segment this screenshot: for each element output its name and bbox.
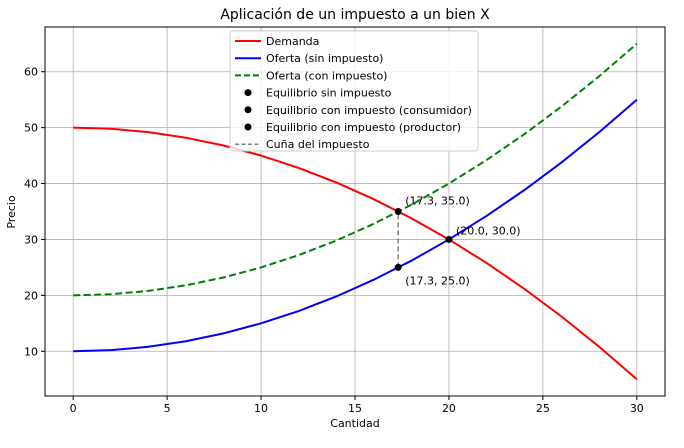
point-marker-1 (445, 235, 453, 243)
y-tick-label: 30 (24, 233, 38, 246)
x-tick-label: 20 (442, 402, 456, 415)
y-tick-label: 10 (24, 345, 38, 358)
legend-label-3: Oferta (con impuesto) (266, 69, 387, 82)
y-axis-label: Precio (5, 195, 18, 229)
legend: Demanda Oferta (sin impuesto) Oferta (con … (229, 30, 479, 152)
legend-swatch-4 (244, 89, 252, 97)
x-tick-label: 10 (254, 402, 268, 415)
x-tick-label: 15 (348, 402, 362, 415)
point-marker-2 (394, 208, 402, 215)
series-line-1 (73, 126, 638, 380)
points-layer: (20.0, 30.0) (17.3, 35.0) (17.3, 25.0) (394, 195, 521, 287)
x-tick-label: 5 (164, 402, 171, 415)
x-tick-label: 25 (536, 402, 550, 415)
legend-label-1: Demanda (266, 35, 319, 48)
x-axis-label: Cantidad (330, 417, 379, 430)
point-annotation-3: (17.3, 25.0) (405, 274, 470, 287)
x-tick-label: 0 (70, 402, 77, 415)
series-layer (73, 43, 638, 380)
legend-swatch-6 (244, 123, 252, 131)
chart-title: Aplicación de un impuesto a un bien X (220, 7, 490, 23)
ticks-layer: 0 5 10 15 20 25 30 10 20 30 40 50 60 (24, 66, 644, 415)
legend-label-2: Oferta (sin impuesto) (266, 52, 383, 65)
legend-label-4: Equilibrio sin impuesto (266, 87, 392, 100)
legend-label-6: Equilibrio con impuesto (productor) (266, 121, 461, 134)
x-tick-label: 30 (630, 402, 644, 415)
series-line-2 (73, 98, 638, 353)
series-line-3 (73, 43, 638, 297)
point-annotation-2: (17.3, 35.0) (405, 195, 470, 208)
y-tick-label: 60 (24, 66, 38, 79)
y-tick-label: 20 (24, 289, 38, 302)
y-tick-label: 40 (24, 178, 38, 191)
point-annotation-1: (20.0, 30.0) (456, 224, 521, 237)
y-tick-label: 50 (24, 122, 38, 135)
legend-swatch-5 (244, 106, 252, 114)
legend-box (229, 30, 479, 152)
legend-label-5: Equilibrio con impuesto (consumidor) (266, 104, 472, 117)
legend-label-7: Cuña del impuesto (266, 138, 370, 151)
point-marker-3 (394, 263, 402, 271)
